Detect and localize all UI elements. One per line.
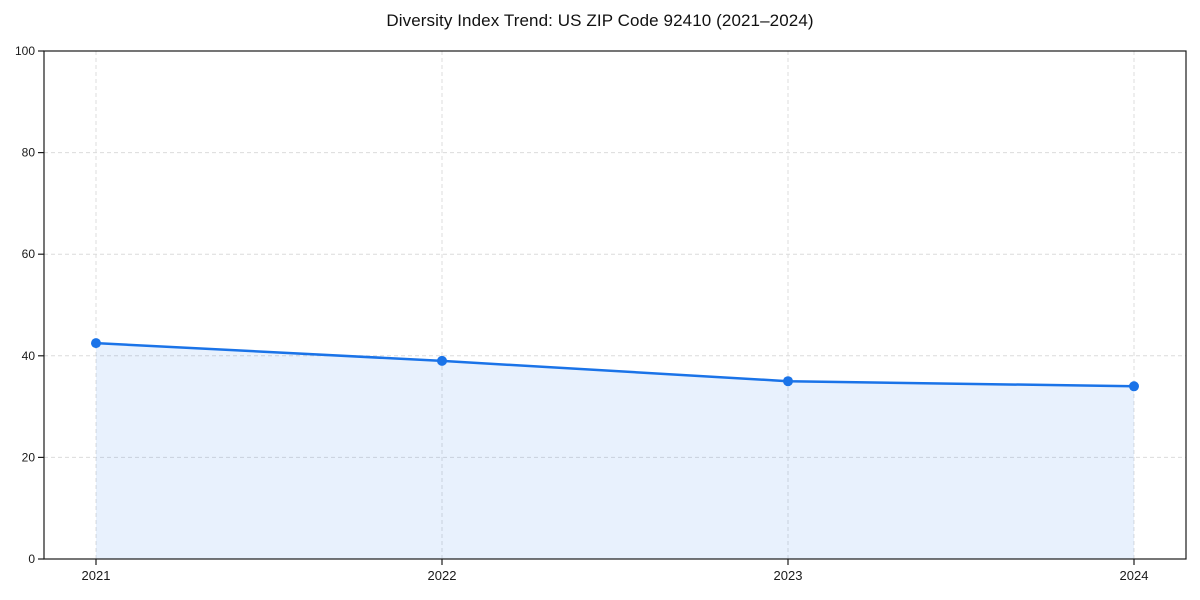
y-tick-label: 80 [22, 146, 36, 160]
y-tick-label: 0 [28, 552, 35, 566]
data-point-2024 [1129, 381, 1139, 392]
plot-border [43, 50, 1187, 560]
y-tick-label: 20 [22, 450, 36, 464]
data-point-2022 [437, 355, 447, 366]
area-fill [96, 343, 1134, 559]
x-tick-label: 2023 [774, 568, 803, 583]
data-point-2023 [783, 376, 793, 387]
data-point-2021 [91, 338, 101, 349]
chart-title: Diversity Index Trend: US ZIP Code 92410… [386, 11, 814, 30]
trend-line [94, 341, 1136, 388]
x-tick-label: 2024 [1120, 568, 1149, 583]
x-tick-label: 2021 [82, 568, 111, 583]
x-tick-label: 2022 [428, 568, 457, 583]
y-tick-label: 60 [22, 247, 36, 261]
y-tick-label: 40 [22, 349, 36, 363]
y-tick-label: 100 [15, 44, 35, 58]
